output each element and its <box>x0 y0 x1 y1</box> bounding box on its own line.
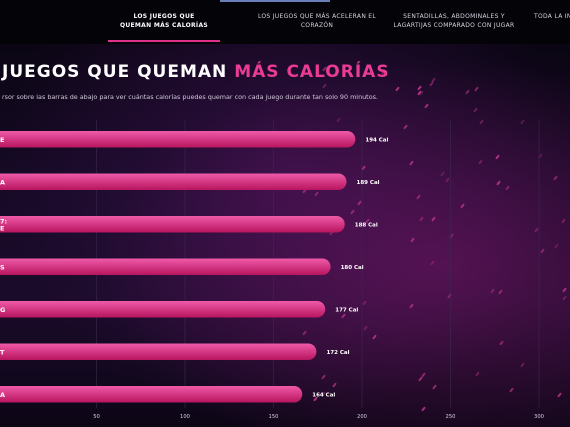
tab-exercise-comparison[interactable]: SENTADILLAS, ABDOMINALES Y LAGARTIJAS CO… <box>393 13 515 29</box>
bar-value-label: 180 Cal <box>341 265 364 271</box>
bar[interactable] <box>0 216 345 233</box>
bar-category-label: E <box>0 224 4 232</box>
bar-category-label: T <box>0 348 5 356</box>
tab-heart-rate[interactable]: LOS JUEGOS QUE MÁS ACELERAN EL CORAZÓN <box>257 13 377 29</box>
bar-value-label: 194 Cal <box>365 137 388 143</box>
bar-category-label: A <box>0 391 5 399</box>
x-tick-label: 100 <box>180 414 190 420</box>
x-tick-label: 250 <box>446 414 456 420</box>
bar[interactable] <box>0 386 303 403</box>
x-tick-label: 300 <box>534 414 544 420</box>
bar-value-label: 172 Cal <box>326 350 349 356</box>
bar-value-label: 188 Cal <box>355 222 378 228</box>
tab-calories[interactable]: LOS JUEGOS QUE QUEMAN MÁS CALORÍAS <box>119 13 209 29</box>
bar-category-label: G <box>0 306 5 314</box>
bar-value-label: 189 Cal <box>357 180 380 186</box>
bar-category-label: E <box>0 136 4 144</box>
top-navigation: LOS JUEGOS QUE QUEMAN MÁS CALORÍAS LOS J… <box>0 0 570 44</box>
bar[interactable] <box>0 258 331 276</box>
x-tick-label: 200 <box>357 414 367 420</box>
page-title: JUEGOS QUE QUEMAN MÁS CALORÍAS <box>2 62 390 82</box>
bar-category-label: A <box>0 178 5 186</box>
bar-value-label: 164 Cal <box>312 392 335 398</box>
bar-category-label: S <box>0 263 5 271</box>
top-accent-line <box>220 0 330 2</box>
bar[interactable] <box>0 131 356 148</box>
title-main: JUEGOS QUE QUEMAN <box>2 62 228 82</box>
bar-value-label: 177 Cal <box>335 307 358 313</box>
active-tab-indicator <box>108 40 220 42</box>
bar[interactable] <box>0 301 326 318</box>
bar-category-label: 7: <box>0 217 7 225</box>
x-tick-label: 50 <box>93 414 100 420</box>
title-accent: MÁS CALORÍAS <box>234 62 390 82</box>
bar[interactable] <box>0 343 317 361</box>
x-tick-label: 150 <box>269 414 279 420</box>
bar[interactable] <box>0 173 347 191</box>
chart-subtitle: rsor sobre las barras de abajo para ver … <box>2 93 378 101</box>
tab-all-info[interactable]: TODA LA IN <box>534 13 570 20</box>
